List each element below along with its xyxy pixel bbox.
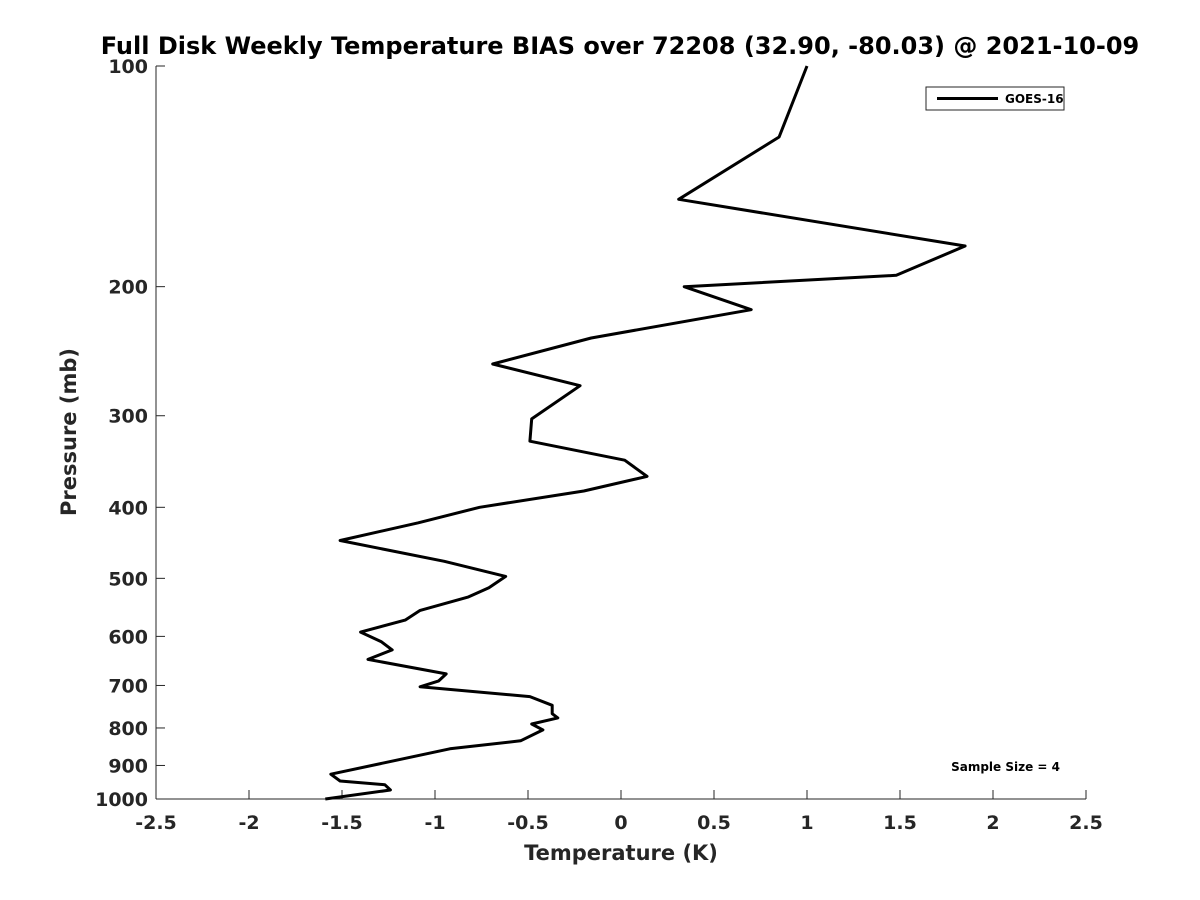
y-tick-label: 800 — [108, 718, 148, 740]
x-tick-label: 1.5 — [883, 812, 917, 834]
y-tick-label: 1000 — [95, 789, 148, 811]
legend: GOES-16 — [925, 86, 1065, 111]
y-tick-label: 900 — [108, 755, 148, 777]
plot-area — [156, 66, 1086, 799]
y-tick-label: 600 — [108, 626, 148, 648]
x-tick-label: -1.5 — [321, 812, 363, 834]
x-tick-label: 0 — [614, 812, 627, 834]
y-tick-label: 700 — [108, 675, 148, 697]
y-axis-label: Pressure (mb) — [57, 348, 81, 516]
x-axis-ticks: -2.5 -2 -1.5 -1 -0.5 0 0.5 1 1.5 2 2.5 — [135, 790, 1103, 834]
x-tick-label: -2.5 — [135, 812, 177, 834]
x-tick-label: -2 — [238, 812, 259, 834]
x-tick-label: 2.5 — [1069, 812, 1103, 834]
y-tick-label: 500 — [108, 568, 148, 590]
chart-title: Full Disk Weekly Temperature BIAS over 7… — [101, 32, 1140, 60]
series-layer — [325, 65, 967, 801]
x-tick-label: 2 — [986, 812, 999, 834]
y-tick-label: 400 — [108, 497, 148, 519]
y-tick-label: 300 — [108, 406, 148, 428]
sample-size-annotation: Sample Size = 4 — [951, 760, 1060, 774]
y-axis-ticks: 100 200 300 400 500 600 700 800 900 1000 — [95, 56, 165, 811]
y-tick-label: 200 — [108, 277, 148, 299]
legend-entry-goes-16: GOES-16 — [1005, 92, 1064, 106]
series-line-goes-16 — [325, 65, 967, 801]
y-tick-label: 100 — [108, 56, 148, 78]
x-tick-label: 0.5 — [697, 812, 731, 834]
x-tick-label: -1 — [424, 812, 445, 834]
x-tick-label: -0.5 — [507, 812, 549, 834]
x-tick-label: 1 — [800, 812, 813, 834]
x-axis-label: Temperature (K) — [524, 841, 718, 865]
